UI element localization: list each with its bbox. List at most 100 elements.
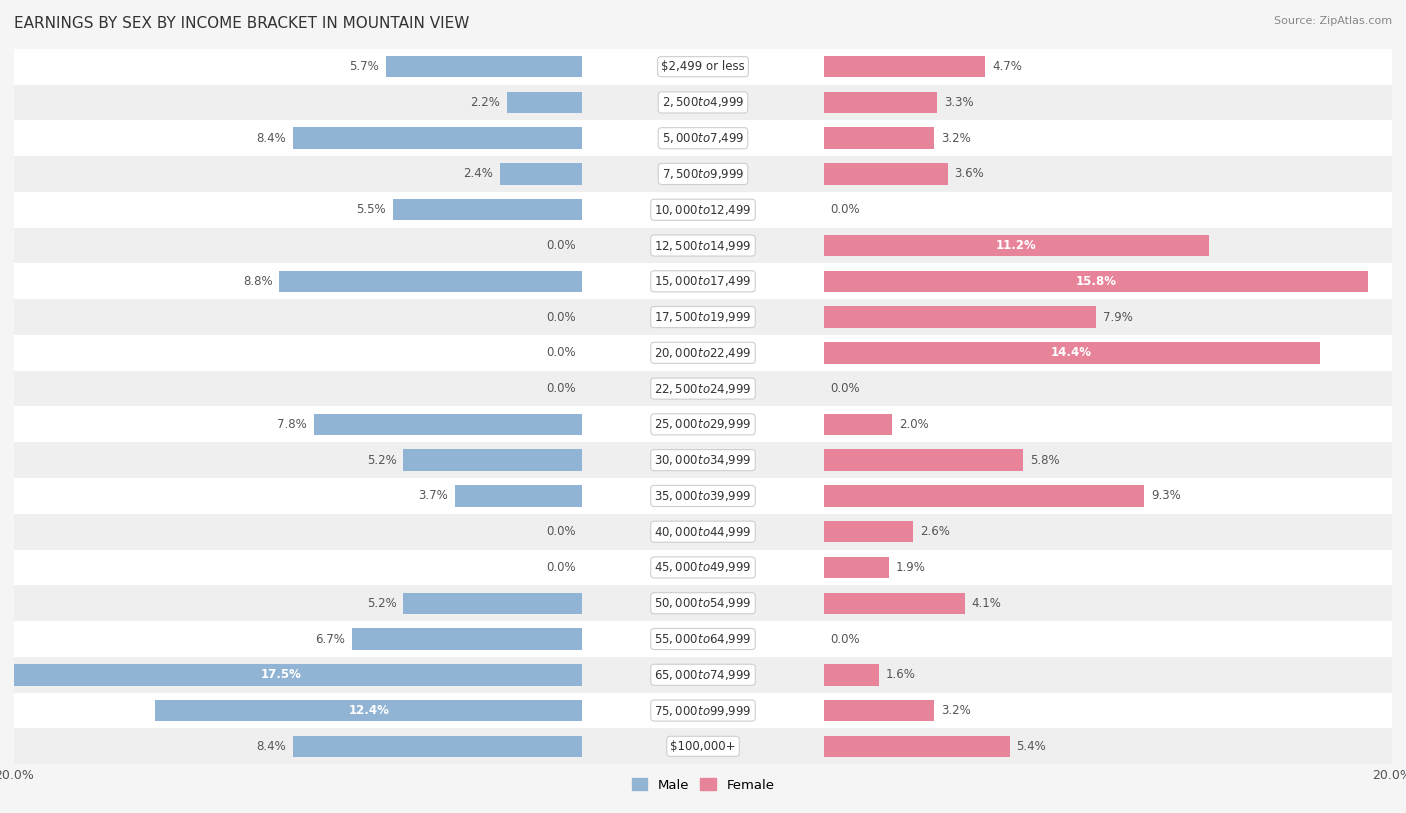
Bar: [352, 628, 582, 650]
Text: $25,000 to $29,999: $25,000 to $29,999: [654, 417, 752, 432]
Bar: [14, 192, 1392, 228]
Legend: Male, Female: Male, Female: [626, 773, 780, 797]
Text: $2,500 to $4,999: $2,500 to $4,999: [662, 95, 744, 110]
Text: $17,500 to $19,999: $17,500 to $19,999: [654, 310, 752, 324]
Text: 3.6%: 3.6%: [955, 167, 984, 180]
Bar: [292, 128, 582, 149]
Text: 0.0%: 0.0%: [546, 382, 575, 395]
Text: $75,000 to $99,999: $75,000 to $99,999: [654, 703, 752, 718]
Text: $7,500 to $9,999: $7,500 to $9,999: [662, 167, 744, 181]
Text: 3.2%: 3.2%: [941, 132, 970, 145]
Text: Source: ZipAtlas.com: Source: ZipAtlas.com: [1274, 16, 1392, 26]
Bar: [14, 693, 1392, 728]
Text: 8.8%: 8.8%: [243, 275, 273, 288]
Bar: [506, 92, 582, 113]
Bar: [824, 450, 1024, 471]
Bar: [14, 335, 1392, 371]
Bar: [292, 736, 582, 757]
Text: 3.2%: 3.2%: [941, 704, 970, 717]
Bar: [824, 593, 965, 614]
Text: $40,000 to $44,999: $40,000 to $44,999: [654, 524, 752, 539]
Text: $12,500 to $14,999: $12,500 to $14,999: [654, 238, 752, 253]
Bar: [14, 156, 1392, 192]
Text: $10,000 to $12,499: $10,000 to $12,499: [654, 202, 752, 217]
Bar: [456, 485, 582, 506]
Text: 12.4%: 12.4%: [349, 704, 389, 717]
Bar: [824, 700, 934, 721]
Text: 0.0%: 0.0%: [546, 311, 575, 324]
Bar: [14, 657, 1392, 693]
Text: 7.8%: 7.8%: [277, 418, 307, 431]
Text: 5.5%: 5.5%: [357, 203, 387, 216]
Text: 0.0%: 0.0%: [546, 561, 575, 574]
Bar: [824, 271, 1368, 292]
Text: 0.0%: 0.0%: [546, 525, 575, 538]
Text: $2,499 or less: $2,499 or less: [661, 60, 745, 73]
Text: 11.2%: 11.2%: [995, 239, 1036, 252]
Text: 7.9%: 7.9%: [1102, 311, 1132, 324]
Text: $65,000 to $74,999: $65,000 to $74,999: [654, 667, 752, 682]
Bar: [499, 163, 582, 185]
Text: $55,000 to $64,999: $55,000 to $64,999: [654, 632, 752, 646]
Bar: [155, 700, 582, 721]
Bar: [280, 271, 582, 292]
Text: 5.2%: 5.2%: [367, 454, 396, 467]
Bar: [14, 228, 1392, 263]
Bar: [394, 199, 582, 220]
Bar: [404, 593, 582, 614]
Text: 9.3%: 9.3%: [1152, 489, 1181, 502]
Bar: [824, 736, 1010, 757]
Bar: [14, 550, 1392, 585]
Bar: [14, 585, 1392, 621]
Text: $5,000 to $7,499: $5,000 to $7,499: [662, 131, 744, 146]
Bar: [824, 342, 1320, 363]
Bar: [14, 299, 1392, 335]
Bar: [14, 478, 1392, 514]
Text: $100,000+: $100,000+: [671, 740, 735, 753]
Text: 0.0%: 0.0%: [831, 203, 860, 216]
Bar: [387, 56, 582, 77]
Text: 2.2%: 2.2%: [470, 96, 499, 109]
Bar: [824, 163, 948, 185]
Text: 8.4%: 8.4%: [256, 740, 287, 753]
Text: 4.7%: 4.7%: [993, 60, 1022, 73]
Text: 2.0%: 2.0%: [900, 418, 929, 431]
Text: 5.7%: 5.7%: [350, 60, 380, 73]
Bar: [824, 92, 938, 113]
Text: $50,000 to $54,999: $50,000 to $54,999: [654, 596, 752, 611]
Bar: [14, 728, 1392, 764]
Bar: [14, 263, 1392, 299]
Text: 3.7%: 3.7%: [419, 489, 449, 502]
Text: $22,500 to $24,999: $22,500 to $24,999: [654, 381, 752, 396]
Text: 0.0%: 0.0%: [831, 382, 860, 395]
Text: $45,000 to $49,999: $45,000 to $49,999: [654, 560, 752, 575]
Bar: [824, 485, 1144, 506]
Bar: [824, 128, 934, 149]
Bar: [824, 56, 986, 77]
Bar: [14, 514, 1392, 550]
Bar: [824, 307, 1095, 328]
Bar: [14, 49, 1392, 85]
Bar: [14, 621, 1392, 657]
Text: 5.8%: 5.8%: [1031, 454, 1060, 467]
Text: 4.1%: 4.1%: [972, 597, 1001, 610]
Bar: [14, 371, 1392, 406]
Bar: [0, 664, 582, 685]
Text: 1.6%: 1.6%: [886, 668, 915, 681]
Text: 8.4%: 8.4%: [256, 132, 287, 145]
Bar: [404, 450, 582, 471]
Text: 1.9%: 1.9%: [896, 561, 925, 574]
Bar: [14, 442, 1392, 478]
Bar: [14, 406, 1392, 442]
Text: 5.4%: 5.4%: [1017, 740, 1046, 753]
Bar: [824, 664, 879, 685]
Text: 0.0%: 0.0%: [546, 346, 575, 359]
Text: 0.0%: 0.0%: [546, 239, 575, 252]
Bar: [824, 521, 912, 542]
Text: 5.2%: 5.2%: [367, 597, 396, 610]
Text: $35,000 to $39,999: $35,000 to $39,999: [654, 489, 752, 503]
Text: 2.6%: 2.6%: [920, 525, 950, 538]
Text: $20,000 to $22,499: $20,000 to $22,499: [654, 346, 752, 360]
Text: 3.3%: 3.3%: [945, 96, 974, 109]
Bar: [824, 235, 1209, 256]
